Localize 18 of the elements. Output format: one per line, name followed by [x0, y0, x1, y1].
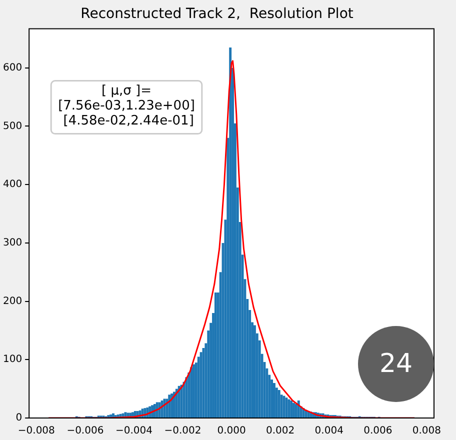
y-tick-label: 400 [2, 179, 22, 190]
x-tick-label: 0.008 [412, 426, 442, 437]
x-tick-label: −0.006 [66, 426, 104, 437]
x-tick-label: 0.006 [364, 426, 392, 437]
y-tick-label: 600 [2, 62, 22, 74]
y-tick-label: 500 [2, 120, 22, 132]
annotation: [ μ,σ ]= [7.56e-03,1.23e+00] [4.58e-02,2.44e-01] [58, 84, 195, 129]
x-tick-label: 0.004 [314, 426, 344, 437]
y-tick-label: 100 [2, 354, 22, 366]
x-tick-label: −0.002 [164, 426, 202, 437]
x-tick-label: 0.000 [217, 426, 246, 437]
y-tick-label: 0 [16, 412, 22, 424]
x-tick-label: 0.002 [266, 426, 295, 437]
x-tick-label: −0.008 [18, 426, 55, 437]
x-tick-label: −0.004 [115, 426, 152, 437]
y-tick-label: 200 [2, 296, 22, 307]
y-tick-label: 300 [2, 238, 22, 249]
chart-title: Reconstructed Track 2, Resolution Plot [80, 6, 354, 22]
